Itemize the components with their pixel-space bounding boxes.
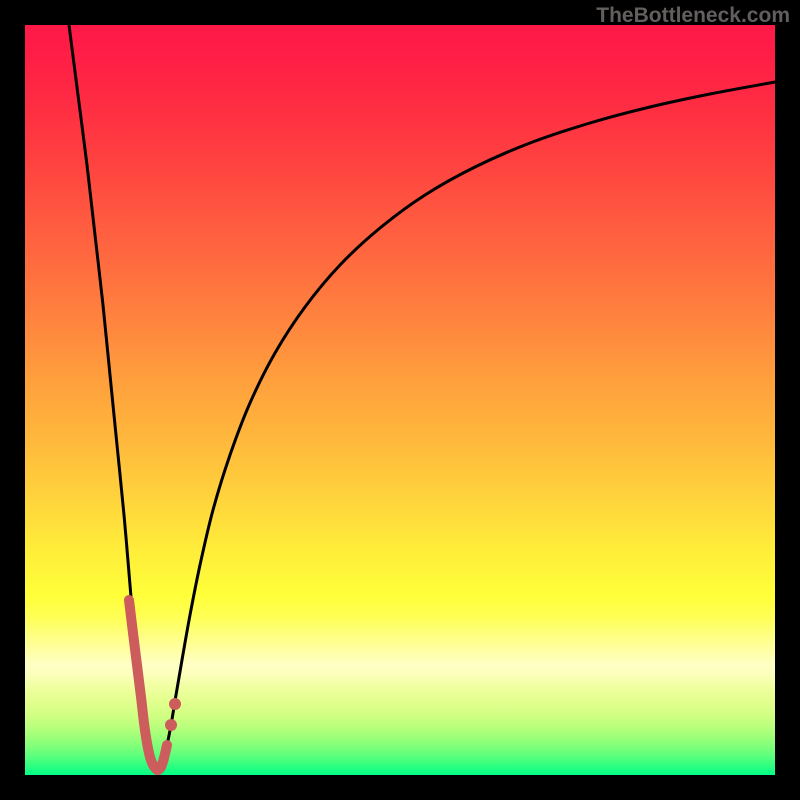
- bottleneck-chart: [25, 25, 775, 775]
- plot-area: [25, 25, 775, 775]
- highlight-dot: [169, 698, 181, 710]
- chart-frame: TheBottleneck.com: [0, 0, 800, 800]
- watermark-text: TheBottleneck.com: [596, 4, 790, 28]
- highlight-dot: [165, 719, 177, 731]
